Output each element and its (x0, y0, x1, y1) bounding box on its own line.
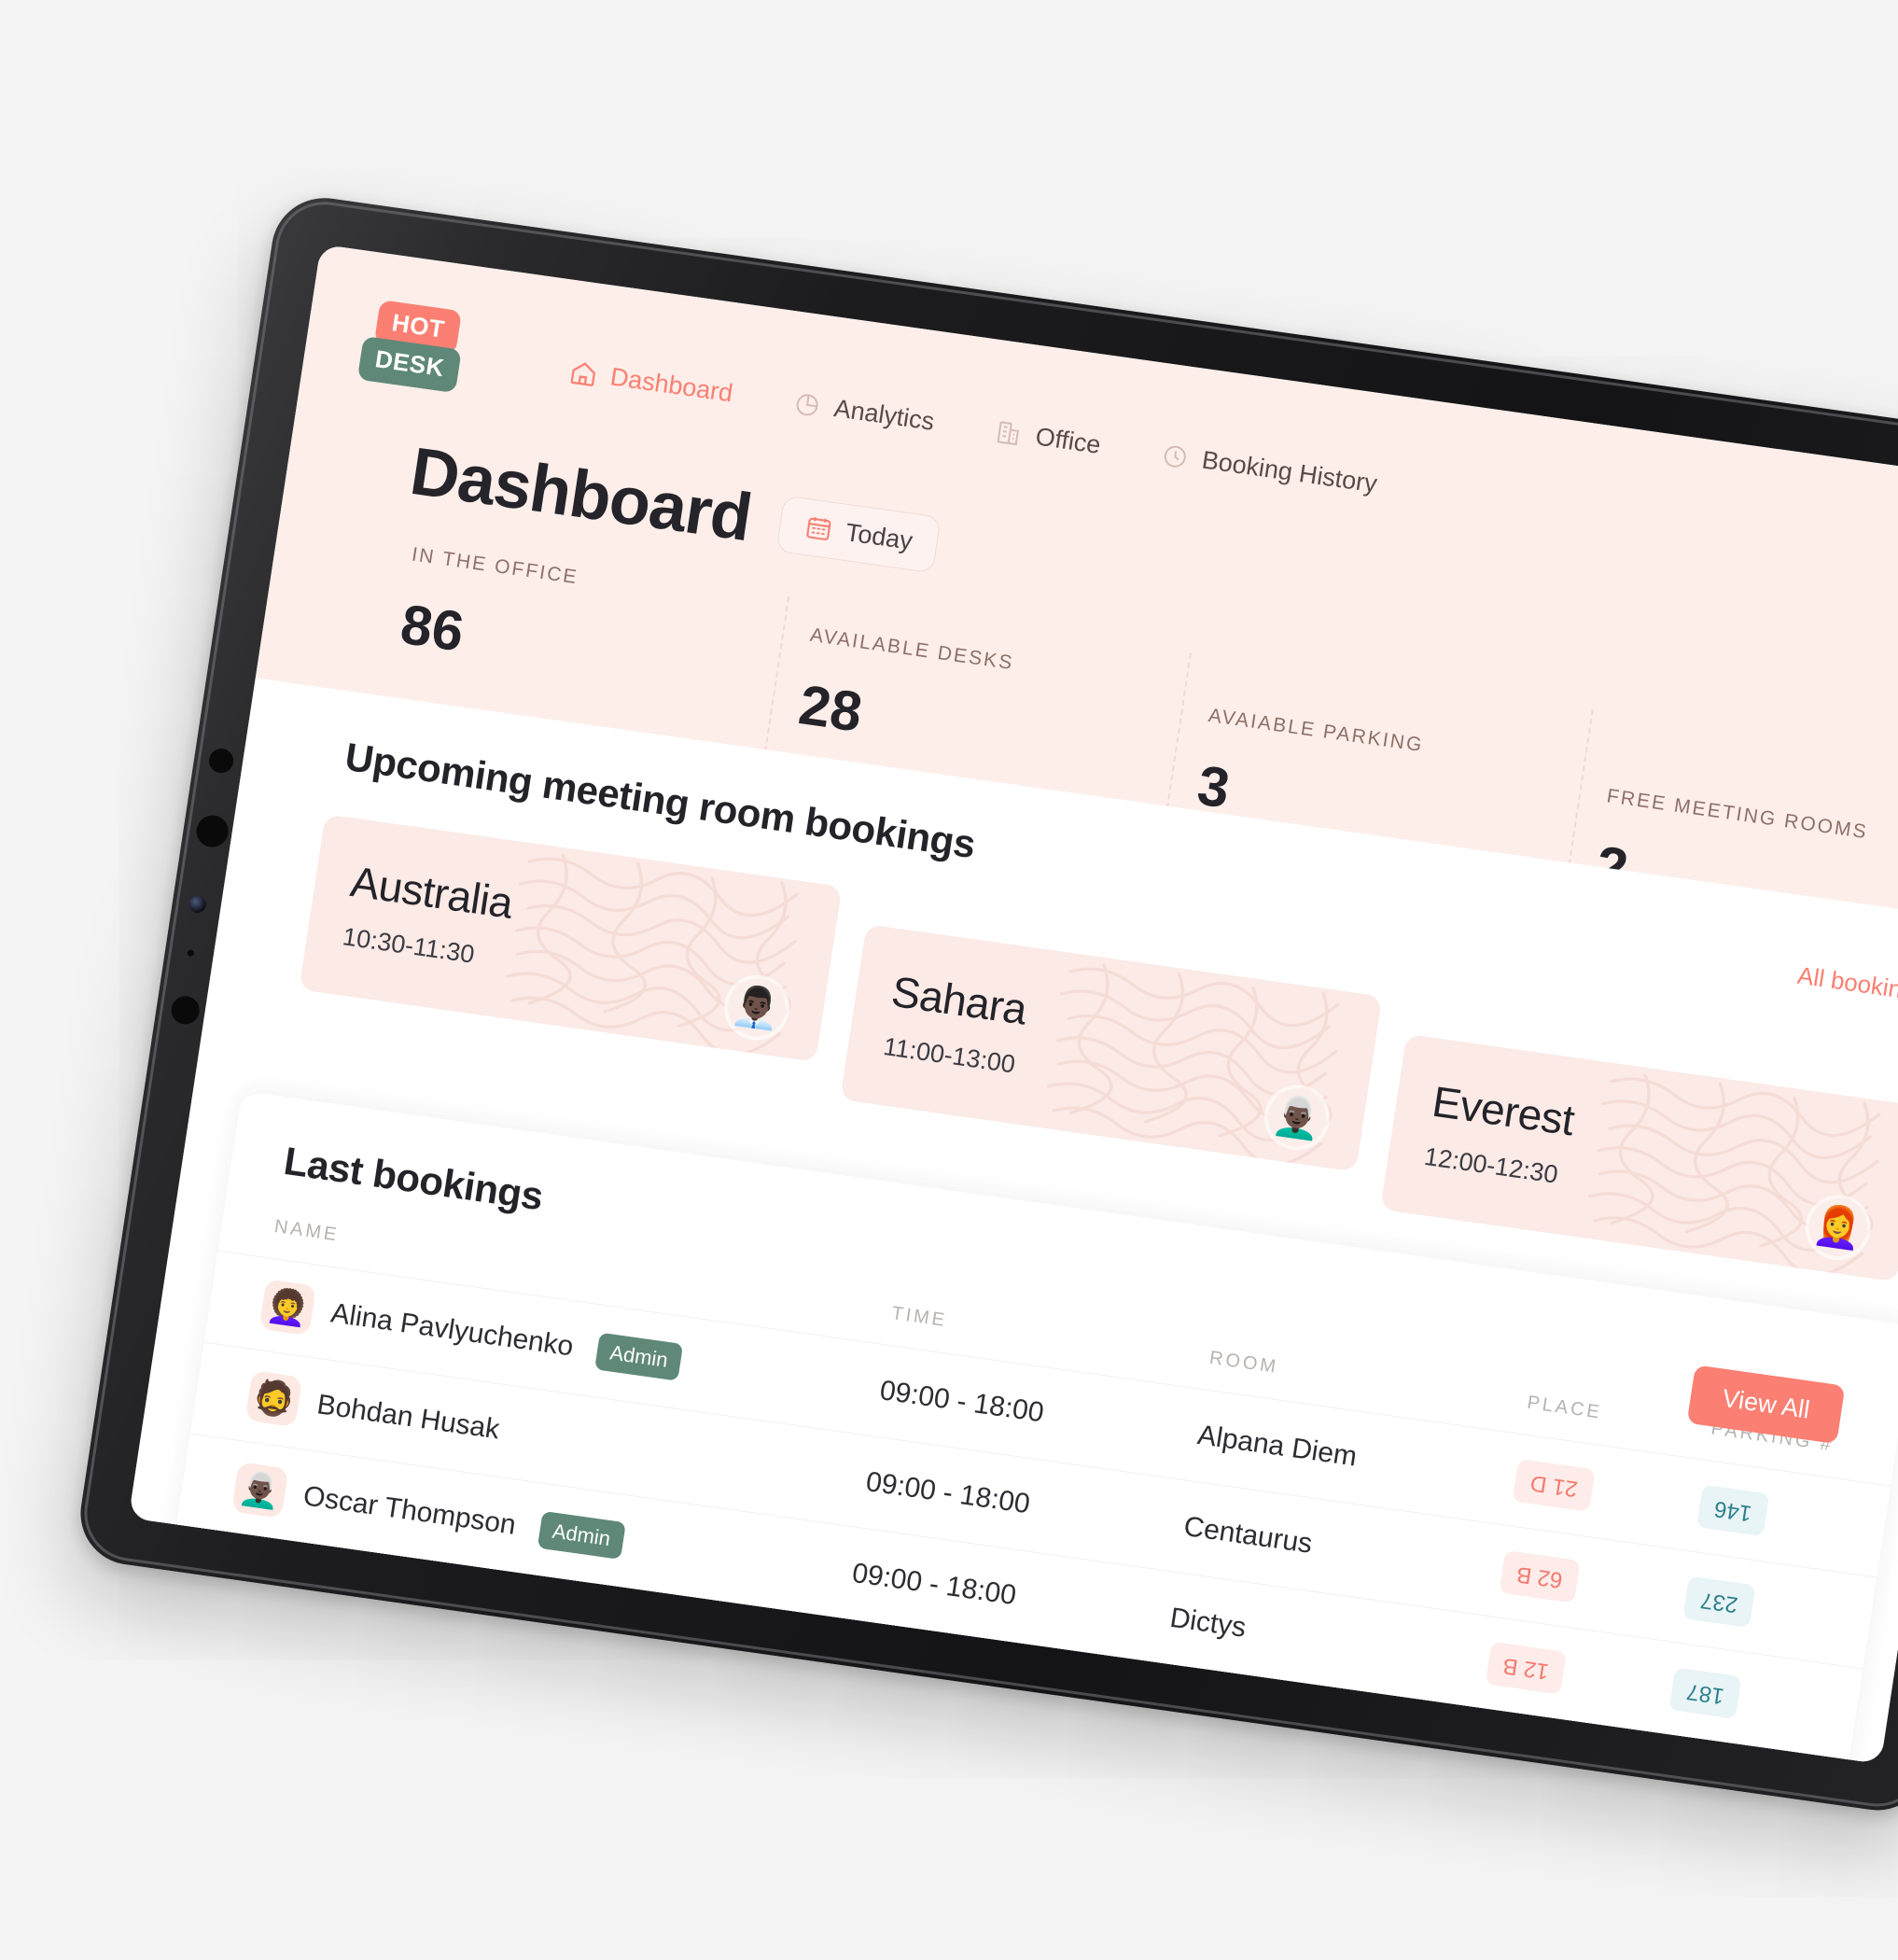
room-card-sahara[interactable]: Sahara 11:00-13:00 👨🏿‍🦳 (839, 924, 1383, 1172)
building-icon (997, 421, 1020, 445)
room-card-time: 11:00-13:00 (881, 1032, 1017, 1079)
tablet-screen: HOT DESK Dashboard (128, 244, 1898, 1765)
room-card-time: 12:00-12:30 (1422, 1141, 1560, 1189)
app-body: Upcoming meeting room bookings All booki… (128, 678, 1898, 1765)
home-icon (570, 361, 596, 386)
parking-badge: 187 (1668, 1667, 1742, 1719)
today-button-label: Today (844, 517, 915, 555)
calendar-icon (806, 517, 831, 540)
room-card-australia[interactable]: Australia 10:30-11:30 👨🏿‍💼 (299, 814, 843, 1062)
user-name: Oscar Thompson (300, 1480, 519, 1541)
avatar: 👨🏿‍🦳 (230, 1462, 289, 1519)
avatar: 👩‍🦱 (258, 1279, 317, 1337)
room-card-name: Australia (347, 857, 517, 928)
nav-item-booking-history[interactable]: Booking History (1159, 440, 1379, 498)
stat-value: 86 (397, 592, 468, 664)
place-badge: 62 B (1498, 1549, 1581, 1603)
maze-pattern (506, 853, 799, 1057)
nav-item-office[interactable]: Office (993, 416, 1103, 460)
admin-badge: Admin (537, 1510, 626, 1560)
place-badge: 21 D (1512, 1458, 1596, 1512)
main-navigation: Dashboard Analytics (567, 326, 1384, 499)
room-card-name: Everest (1429, 1076, 1578, 1145)
top-bar: HOT DESK Dashboard (301, 272, 1898, 618)
nav-label-booking-history: Booking History (1200, 445, 1379, 498)
admin-badge: Admin (593, 1332, 684, 1381)
room-card-name: Sahara (888, 966, 1030, 1034)
user-name: Bohdan Husak (314, 1389, 502, 1446)
tablet-device: HOT DESK Dashboard (73, 191, 1898, 1817)
nav-label-dashboard: Dashboard (608, 362, 735, 408)
avatar: 🧔 (244, 1370, 303, 1428)
user-name: Alina Pavlyuchenko (328, 1297, 576, 1363)
parking-badge: 146 (1696, 1484, 1770, 1537)
parking-badge: 237 (1682, 1575, 1756, 1629)
upcoming-room-cards: Australia 10:30-11:30 👨🏿‍💼 (201, 764, 1898, 1289)
room-card-everest[interactable]: Everest 12:00-12:30 👩‍🦰 (1380, 1033, 1898, 1282)
room-card-time: 10:30-11:30 (341, 922, 477, 969)
maze-pattern (1047, 963, 1340, 1167)
nav-item-analytics[interactable]: Analytics (791, 388, 936, 437)
page-title-row: Dashboard Today (284, 371, 1898, 737)
clock-icon (1165, 445, 1187, 468)
nav-item-dashboard[interactable]: Dashboard (567, 357, 734, 408)
nav-label-office: Office (1033, 422, 1103, 459)
place-badge: 12 B (1485, 1641, 1567, 1695)
nav-label-analytics: Analytics (831, 394, 937, 436)
pie-chart-icon (796, 393, 818, 415)
app-header: HOT DESK Dashboard (255, 244, 1898, 950)
today-date-button[interactable]: Today (775, 494, 942, 573)
